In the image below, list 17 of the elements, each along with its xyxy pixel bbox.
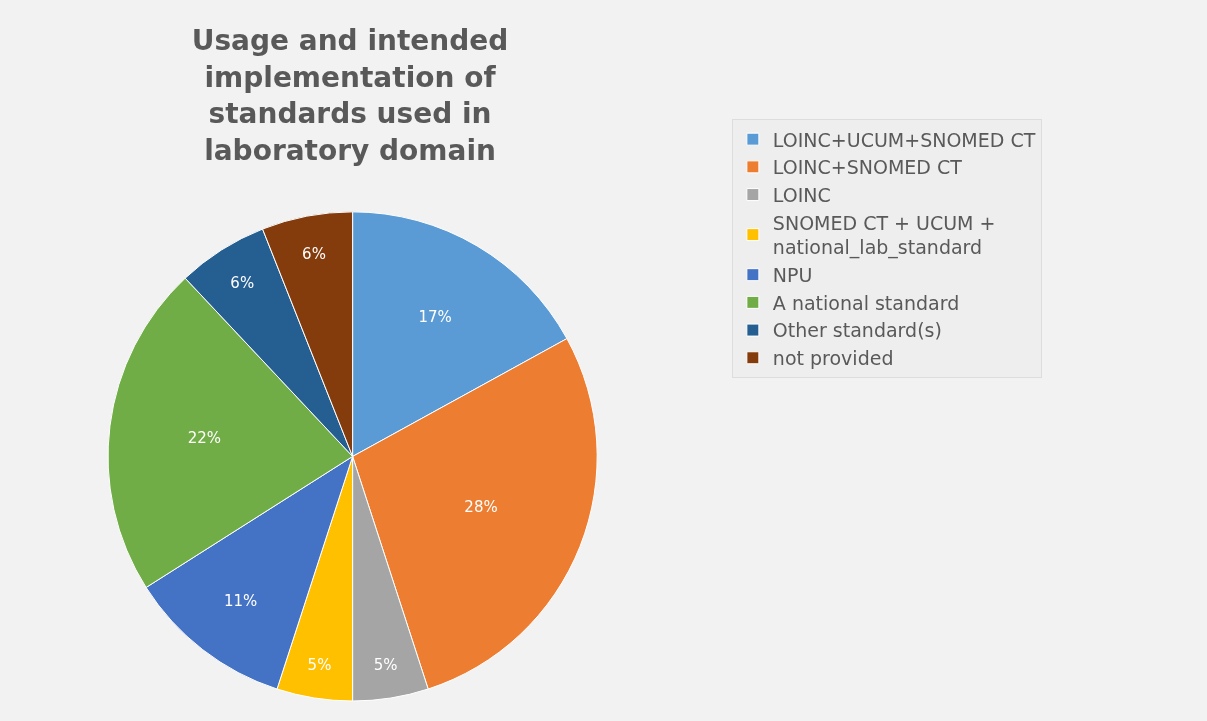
data-label: 22%	[187, 428, 222, 447]
data-label: 6%	[230, 273, 255, 292]
legend-label: LOINC+SNOMED CT	[772, 156, 963, 179]
legend-label: A national standard	[772, 291, 960, 314]
data-label: 28%	[464, 498, 498, 517]
legend-label: SNOMED CT + UCUM + national_lab_standard	[772, 211, 996, 260]
data-label: 17%	[418, 307, 452, 326]
data-label: 6%	[302, 245, 326, 264]
data-label: 11%	[223, 591, 258, 610]
data-label: 5%	[373, 656, 398, 675]
legend-label: NPU	[772, 264, 813, 287]
legend-label: not provided	[772, 347, 894, 370]
chart-title: Usage and intended implementation of standards used in laboratory domain	[191, 24, 509, 167]
legend-label: Other standard(s)	[772, 319, 942, 342]
data-label: 5%	[307, 656, 332, 675]
legend-label: LOINC+UCUM+SNOMED CT	[772, 128, 1036, 151]
legend-label: LOINC	[772, 183, 831, 206]
